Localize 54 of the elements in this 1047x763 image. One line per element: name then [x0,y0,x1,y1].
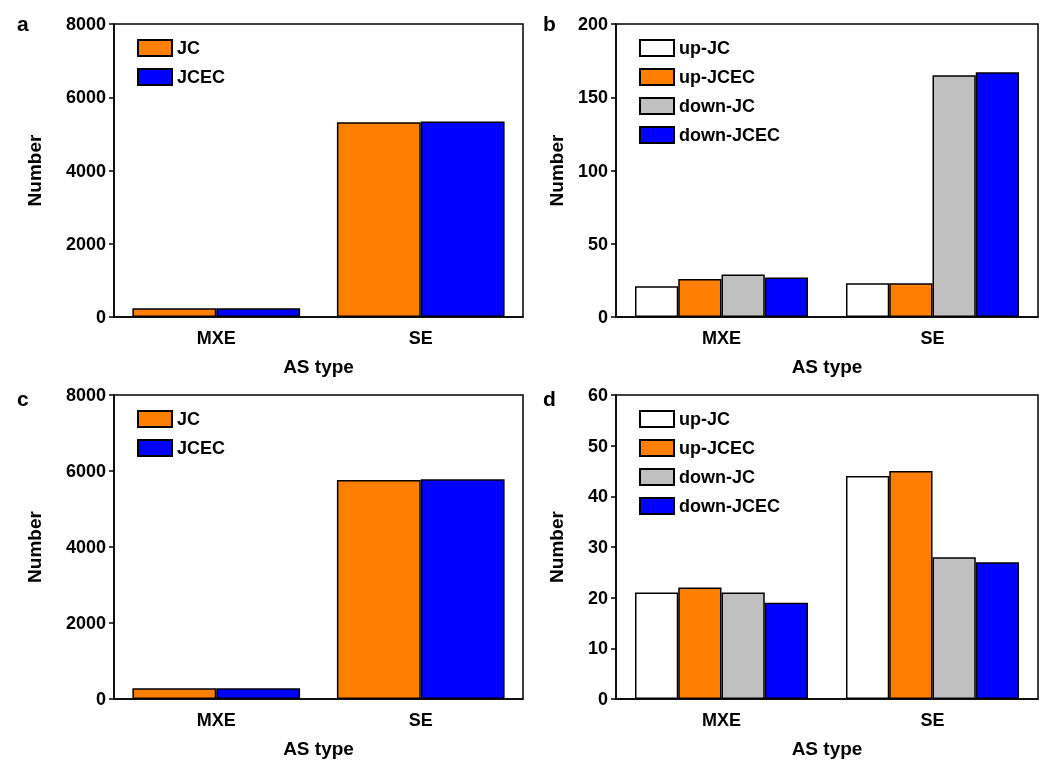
x-tick-label: SE [920,710,945,730]
y-tick-label: 150 [577,87,608,108]
legend-label: down-JC [679,96,755,116]
legend-label: down-JC [679,467,755,487]
y-tick-label: 2000 [65,613,106,633]
legend-label: up-JCEC [679,438,755,458]
chart-title: c [17,387,29,410]
y-tick-label: 0 [597,307,608,327]
y-tick-label: 4000 [65,160,106,181]
y-tick-label: 50 [587,435,608,456]
y-tick-label: 30 [587,537,608,557]
y-tick-label: 0 [95,689,106,709]
legend-label: JC [177,409,201,429]
legend-label: up-JCEC [679,67,755,87]
y-tick-label: 0 [597,689,608,709]
y-tick-label: 200 [577,14,608,34]
y-tick-label: 6000 [65,461,106,481]
y-tick-label: 60 [587,385,608,405]
x-tick-label: MXE [701,710,742,730]
y-tick-label: 100 [577,160,608,181]
y-tick-label: 40 [587,486,608,507]
legend-label: down-JCEC [679,496,780,516]
y-tick-label: 50 [587,233,608,254]
legend-label: JC [177,38,201,58]
y-tick-label: 20 [587,587,608,608]
x-axis-title: AS type [283,356,354,377]
chart-title: b [543,12,556,35]
x-tick-label: MXE [196,328,236,348]
y-tick-label: 0 [95,307,106,327]
x-axis-title: AS type [791,738,863,759]
y-tick-label: 8000 [65,385,106,405]
x-axis-title: AS type [283,738,354,759]
y-axis-title: Number [546,134,567,207]
y-tick-label: 10 [587,638,608,659]
legend-label: JCEC [177,438,226,458]
legend-label: JCEC [177,67,226,87]
y-axis-title: Number [24,510,45,583]
x-axis-title: AS type [791,356,863,377]
y-axis-title: Number [24,134,45,207]
y-tick-label: 2000 [65,233,106,254]
y-tick-label: 8000 [65,14,106,34]
x-tick-label: SE [920,328,945,348]
legend-label: up-JC [679,38,730,58]
x-tick-label: SE [408,710,433,730]
y-axis-title: Number [546,510,567,583]
y-tick-label: 6000 [65,87,106,108]
legend-label: down-JCEC [679,125,780,145]
legend-label: up-JC [679,409,730,429]
x-tick-label: SE [408,328,433,348]
chart-title: d [543,387,556,410]
x-tick-label: MXE [701,328,742,348]
chart-title: a [17,12,29,35]
y-tick-label: 4000 [65,537,106,557]
x-tick-label: MXE [196,710,236,730]
